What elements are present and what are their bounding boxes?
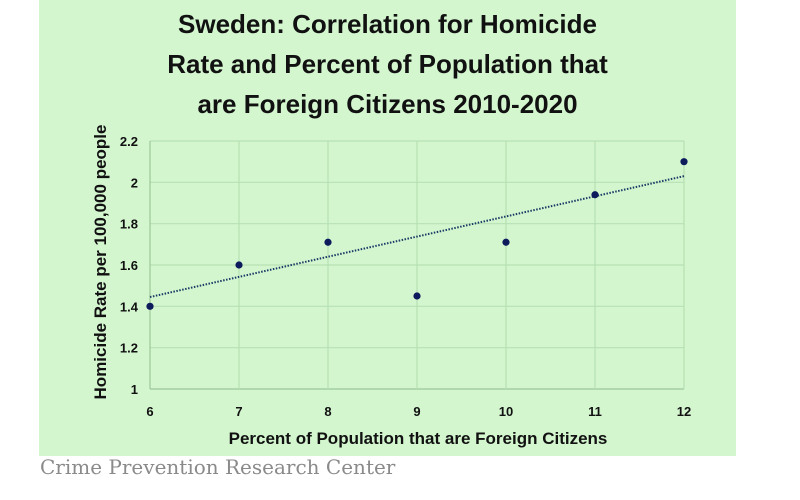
data-point — [680, 158, 688, 166]
data-point — [324, 238, 332, 246]
data-point — [502, 238, 510, 246]
chart-panel — [39, 0, 736, 456]
x-tick-label: 10 — [499, 404, 513, 419]
chart-title-line-2: Rate and Percent of Population that — [167, 49, 608, 79]
y-axis-label: Homicide Rate per 100,000 people — [91, 125, 110, 400]
data-point — [591, 191, 599, 199]
y-tick-label: 2.2 — [120, 134, 138, 149]
y-tick-label: 1.4 — [120, 299, 139, 314]
x-tick-label: 11 — [588, 404, 602, 419]
chart-title-line-1: Sweden: Correlation for Homicide — [178, 9, 597, 39]
y-tick-label: 1.6 — [120, 258, 138, 273]
data-point — [146, 302, 154, 310]
y-tick-label: 1.8 — [120, 217, 138, 232]
x-tick-label: 8 — [324, 404, 331, 419]
y-tick-label: 1.2 — [120, 341, 138, 356]
source-credit: Crime Prevention Research Center — [40, 455, 396, 479]
y-tick-label: 2 — [131, 175, 138, 190]
chart-title-line-3: are Foreign Citizens 2010-2020 — [197, 89, 578, 119]
data-point — [235, 261, 243, 269]
y-tick-label: 1 — [131, 382, 138, 397]
x-tick-label: 7 — [235, 404, 242, 419]
data-point — [413, 292, 421, 300]
x-tick-label: 6 — [146, 404, 153, 419]
x-tick-label: 9 — [413, 404, 420, 419]
x-axis-label: Percent of Population that are Foreign C… — [229, 429, 608, 448]
chart-title: Sweden: Correlation for Homicide Rate an… — [39, 4, 736, 124]
x-tick-label: 12 — [677, 404, 691, 419]
